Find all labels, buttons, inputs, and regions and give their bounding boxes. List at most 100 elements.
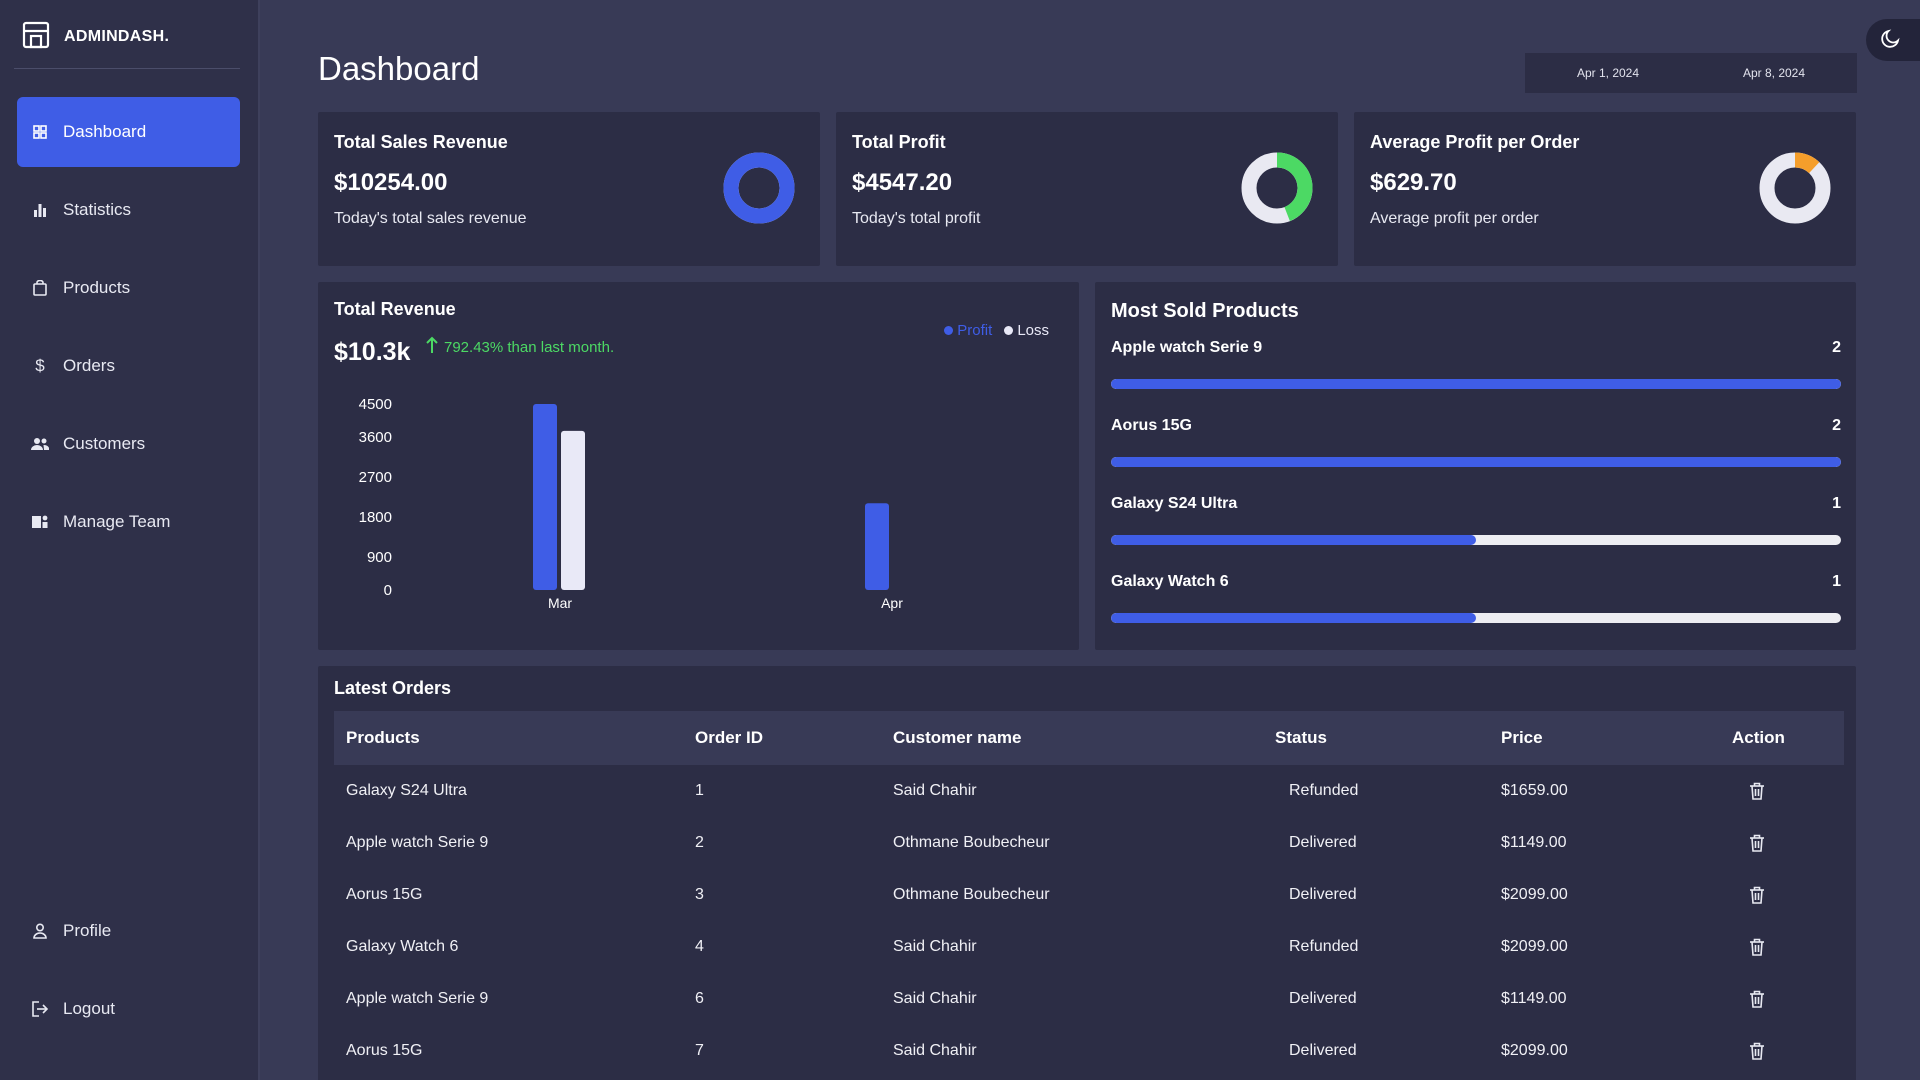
trash-icon[interactable] xyxy=(1749,834,1765,852)
cell-status: Delivered xyxy=(1289,834,1357,851)
product-count: 2 xyxy=(1832,417,1841,434)
cell-product: Apple watch Serie 9 xyxy=(346,834,489,851)
theme-toggle-button[interactable] xyxy=(1866,19,1920,61)
trash-icon[interactable] xyxy=(1749,938,1765,956)
cell-price: $2099.00 xyxy=(1501,1042,1568,1059)
bag-icon xyxy=(31,279,49,297)
stat-value: $10254.00 xyxy=(334,169,448,196)
progress-bar xyxy=(1111,613,1841,623)
cell-id: 2 xyxy=(695,834,704,851)
table-row[interactable]: Galaxy S24 Ultra 1 Said Chahir Refunded $165… xyxy=(334,765,1844,817)
donut-chart xyxy=(1759,152,1831,224)
table-row[interactable]: Aorus 15G 3 Othmane Boubecheur Delivered $20… xyxy=(334,869,1844,921)
table-row[interactable]: Apple watch Serie 9 2 Othmane Boubecheur De… xyxy=(334,817,1844,869)
cell-customer: Othmane Boubecheur xyxy=(893,886,1050,903)
table-header: Products Order ID Customer name Status P… xyxy=(334,711,1844,765)
orders-title: Latest Orders xyxy=(334,678,452,698)
column-header-price[interactable]: Price xyxy=(1501,728,1543,747)
cell-price: $2099.00 xyxy=(1501,938,1568,955)
x-tick-label: Mar xyxy=(548,595,572,611)
table-row[interactable]: Aorus 15G 7 Said Chahir Delivered $2099.00 xyxy=(334,1025,1844,1077)
date-to[interactable]: Apr 8, 2024 xyxy=(1742,66,1806,80)
column-header-status[interactable]: Status xyxy=(1275,728,1327,747)
bar-profit-apr[interactable] xyxy=(865,503,889,590)
column-header-products[interactable]: Products xyxy=(346,728,420,747)
column-header-customer[interactable]: Customer name xyxy=(893,728,1022,747)
stat-card-avg-profit: Average Profit per Order $629.70 Average… xyxy=(1354,112,1856,266)
stat-value: $629.70 xyxy=(1370,169,1457,196)
table-row[interactable]: Apple watch Serie 9 6 Said Chahir Delivered… xyxy=(334,973,1844,1025)
stat-subtitle: Today's total profit xyxy=(852,210,981,227)
cell-status: Refunded xyxy=(1289,938,1359,955)
stat-subtitle: Today's total sales revenue xyxy=(334,210,527,227)
cell-product: Aorus 15G xyxy=(346,886,423,903)
date-from[interactable]: Apr 1, 2024 xyxy=(1576,66,1640,80)
donut-chart xyxy=(723,152,795,224)
table-row[interactable]: Galaxy Watch 6 4 Said Chahir Refunded $2099.… xyxy=(334,921,1844,973)
orders-card: Latest Orders Products Order ID Customer… xyxy=(318,666,1856,1080)
column-header-order-id[interactable]: Order ID xyxy=(695,728,764,747)
most-sold-item: Aorus 15G 2 xyxy=(1111,417,1841,467)
sidebar-item-label: Manage Team xyxy=(63,512,171,531)
y-tick-label: 4500 xyxy=(359,396,392,413)
page-title: Dashboard xyxy=(318,50,480,87)
trash-icon[interactable] xyxy=(1749,990,1765,1008)
date-range-picker[interactable]: Apr 1, 2024 Apr 8, 2024 xyxy=(1525,53,1857,93)
stat-title: Total Profit xyxy=(852,132,946,152)
user-icon xyxy=(31,922,49,940)
cell-id: 3 xyxy=(695,886,704,903)
dollar-icon: $ xyxy=(35,356,45,375)
sidebar-item-dashboard[interactable]: Dashboard xyxy=(17,97,240,167)
moon-icon xyxy=(1880,27,1902,54)
progress-bar xyxy=(1111,379,1841,389)
sidebar-item-logout[interactable]: Logout xyxy=(17,974,240,1044)
trash-icon[interactable] xyxy=(1749,886,1765,904)
x-tick-label: Apr xyxy=(881,595,903,611)
cell-product: Galaxy S24 Ultra xyxy=(346,782,467,799)
legend-loss[interactable]: Loss xyxy=(1004,322,1049,339)
cell-id: 6 xyxy=(695,990,704,1007)
sidebar-item-profile[interactable]: Profile xyxy=(17,896,240,966)
bar-loss-mar[interactable] xyxy=(561,430,585,590)
most-sold-item: Galaxy S24 Ultra 1 xyxy=(1111,495,1841,545)
bar-chart-icon xyxy=(31,201,49,219)
cell-product: Apple watch Serie 9 xyxy=(346,990,489,1007)
product-name: Apple watch Serie 9 xyxy=(1111,339,1263,356)
progress-bar xyxy=(1111,535,1841,545)
stat-title: Average Profit per Order xyxy=(1370,132,1580,152)
sidebar-item-orders[interactable]: $ Orders xyxy=(17,331,240,401)
revenue-value: $10.3k xyxy=(334,338,411,366)
progress-fill xyxy=(1111,613,1476,623)
legend-profit[interactable]: Profit xyxy=(944,322,992,339)
donut-fill xyxy=(723,152,795,224)
sidebar-item-label: Logout xyxy=(63,999,115,1018)
sidebar-item-statistics[interactable]: Statistics xyxy=(17,175,240,245)
sidebar-item-customers[interactable]: Customers xyxy=(17,409,240,479)
sidebar-item-label: Orders xyxy=(63,356,115,375)
sidebar-item-products[interactable]: Products xyxy=(17,253,240,323)
product-name: Aorus 15G xyxy=(1111,417,1192,434)
product-count: 1 xyxy=(1832,573,1841,590)
progress-fill xyxy=(1111,535,1476,545)
sidebar-item-manage-team[interactable]: Manage Team xyxy=(17,487,240,557)
cell-product: Aorus 15G xyxy=(346,1042,423,1059)
sidebar-item-label: Profile xyxy=(63,921,112,940)
trash-icon[interactable] xyxy=(1749,1042,1765,1060)
revenue-bar-chart: 4500 3600 2700 1800 900 0 Mar Apr xyxy=(359,396,904,611)
bar-profit-mar[interactable] xyxy=(533,404,557,590)
sidebar-item-label: Dashboard xyxy=(63,122,147,141)
cell-product: Galaxy Watch 6 xyxy=(346,938,459,955)
y-tick-label: 1800 xyxy=(359,509,392,526)
stat-card-profit: Total Profit $4547.20 Today's total prof… xyxy=(836,112,1338,266)
progress-bar xyxy=(1111,457,1841,467)
trash-icon[interactable] xyxy=(1749,782,1765,800)
cell-price: $1659.00 xyxy=(1501,782,1568,799)
column-header-action: Action xyxy=(1732,728,1785,747)
grid-icon xyxy=(31,123,49,141)
progress-fill xyxy=(1111,379,1841,389)
cell-price: $1149.00 xyxy=(1501,834,1567,851)
product-count: 2 xyxy=(1832,339,1841,356)
cell-price: $2099.00 xyxy=(1501,886,1568,903)
brand[interactable]: ADMINDASH. xyxy=(22,20,240,54)
